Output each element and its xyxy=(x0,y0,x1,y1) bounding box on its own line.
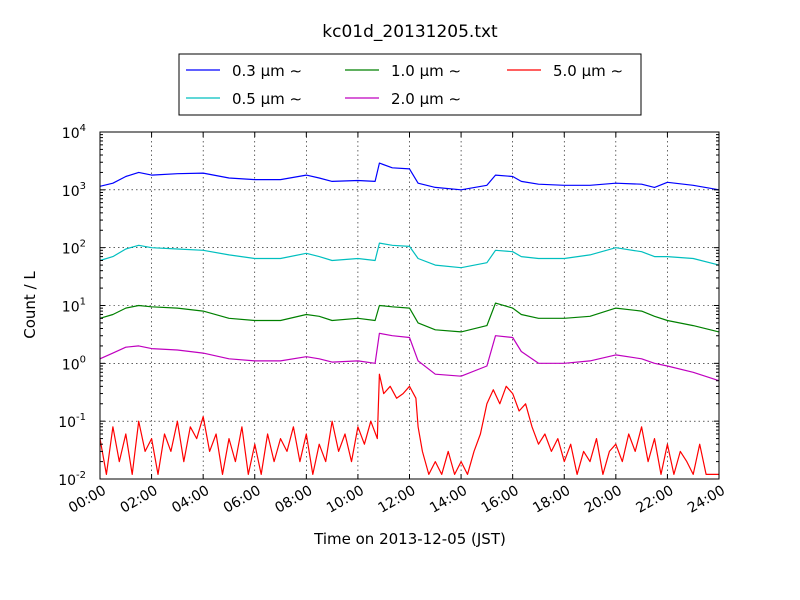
legend-label: 0.5 μm ∼ xyxy=(232,90,302,108)
series-line-3 xyxy=(99,302,720,333)
y-tick-label: 102 xyxy=(62,239,86,258)
legend-label: 2.0 μm ∼ xyxy=(391,90,461,108)
x-axis-label: Time on 2013-12-05 (JST) xyxy=(313,530,506,548)
y-tick-label: 100 xyxy=(62,354,86,373)
legend-item-3: 1.0 μm ∼ xyxy=(345,62,461,80)
series-line-1 xyxy=(99,162,720,191)
series-line-5 xyxy=(99,373,719,475)
y-axis-label: Count / L xyxy=(21,271,39,339)
y-tick-label: 103 xyxy=(62,181,86,200)
legend-item-2: 0.5 μm ∼ xyxy=(186,90,302,108)
legend-item-5: 5.0 μm ∼ xyxy=(507,62,623,80)
series-lines xyxy=(99,162,720,475)
y-tick-label: 104 xyxy=(62,123,86,142)
legend: 0.3 μm ∼ 0.5 μm ∼ 1.0 μm ∼ 2.0 μm ∼ 5.0 μm ∼ xyxy=(178,53,642,116)
axis-ticks xyxy=(99,131,720,480)
series-line-2 xyxy=(99,242,720,269)
y-tick-label: 10-2 xyxy=(58,470,86,489)
grid xyxy=(100,132,719,479)
y-tick-labels: 10-2 10-1 100 101 102 103 104 xyxy=(58,123,86,489)
series-line-4 xyxy=(99,332,720,382)
legend-label: 5.0 μm ∼ xyxy=(553,62,623,80)
legend-label: 0.3 μm ∼ xyxy=(232,62,302,80)
chart-title: kc01d_20131205.txt xyxy=(322,22,498,42)
y-tick-label: 10-1 xyxy=(58,412,86,431)
legend-item-4: 2.0 μm ∼ xyxy=(345,90,461,108)
y-tick-label: 101 xyxy=(62,297,86,316)
legend-frame xyxy=(178,53,642,116)
legend-label: 1.0 μm ∼ xyxy=(391,62,461,80)
legend-item-1: 0.3 μm ∼ xyxy=(186,62,302,80)
